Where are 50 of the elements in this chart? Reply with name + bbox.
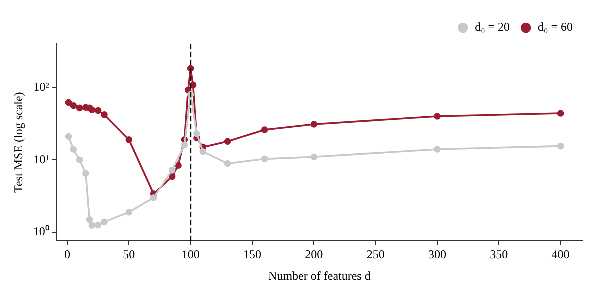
y-axis-title: Test MSE (log scale)	[11, 92, 26, 194]
point	[190, 82, 197, 89]
legend-label: d₀ = 20	[475, 20, 510, 34]
point	[70, 146, 78, 153]
point	[76, 104, 84, 112]
point	[126, 208, 133, 216]
point	[434, 146, 441, 153]
legend-label: d₀ = 60	[538, 20, 573, 34]
point	[94, 222, 102, 229]
point	[168, 167, 176, 174]
x-tick-label: 250	[366, 248, 385, 262]
point	[434, 113, 441, 120]
x-tick-label: 150	[243, 248, 262, 262]
y-tick-label: 10¹	[34, 152, 50, 166]
x-tick-label: 200	[305, 248, 324, 262]
point	[82, 170, 90, 178]
point	[310, 154, 318, 160]
point	[175, 162, 182, 169]
point	[224, 138, 232, 145]
x-tick-label: 350	[490, 248, 508, 262]
point	[76, 156, 84, 164]
point	[557, 110, 564, 117]
point	[310, 121, 318, 128]
x-tick-label: 50	[123, 248, 136, 262]
point	[261, 126, 268, 134]
point	[101, 218, 108, 226]
point	[88, 222, 96, 229]
x-tick-label: 300	[428, 248, 446, 262]
point	[200, 148, 207, 156]
point	[65, 99, 72, 106]
point	[94, 107, 102, 114]
point	[126, 136, 133, 144]
point	[88, 106, 96, 114]
point	[150, 194, 158, 202]
point	[181, 142, 188, 149]
y-tick-label: 10⁰	[33, 224, 50, 239]
point	[557, 142, 564, 150]
point	[65, 133, 72, 140]
point	[70, 102, 78, 110]
x-tick-label: 100	[182, 248, 200, 262]
point	[86, 216, 94, 224]
point	[101, 112, 108, 118]
point	[168, 173, 176, 180]
x-tick-label: 0	[64, 248, 70, 262]
y-tick-label: 10²	[34, 80, 50, 94]
point	[261, 156, 268, 163]
point	[194, 130, 200, 138]
x-axis-title: Number of features d	[268, 268, 371, 283]
point	[224, 160, 232, 168]
x-tick-label: 400	[552, 248, 570, 262]
